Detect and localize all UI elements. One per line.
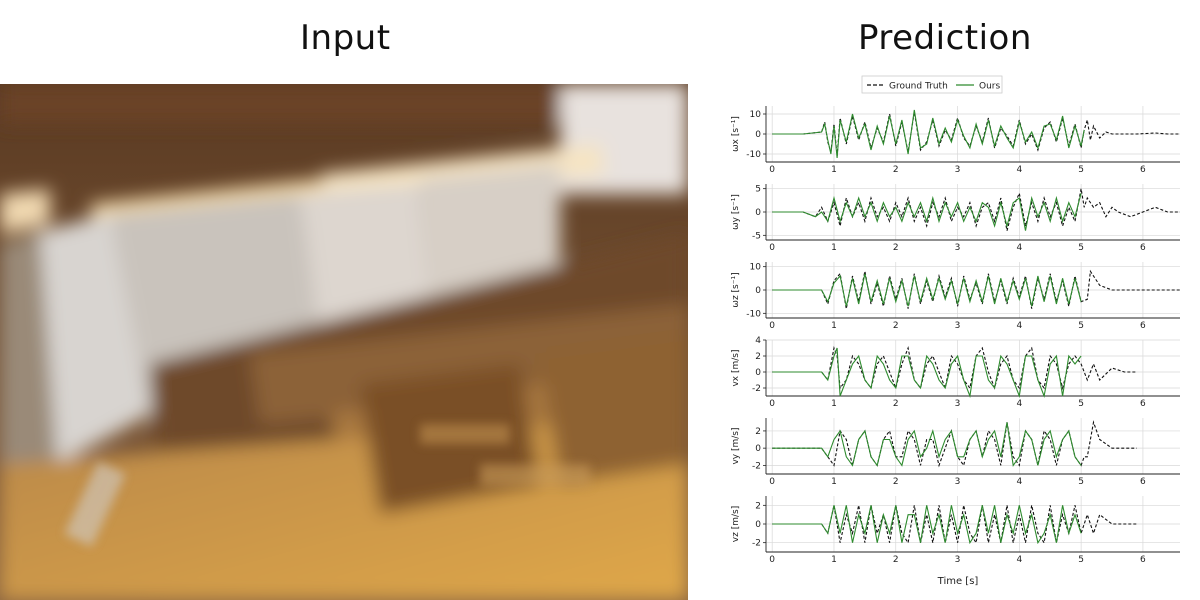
x-tick-label: 3 [955, 399, 961, 409]
y-tick-label: 2 [755, 501, 761, 511]
x-tick-label: 3 [955, 321, 961, 331]
subplot-6: 0 1 2 3 4 5 6 2 0 -2 vz [m/s] [731, 496, 1180, 565]
x-tick-label: 4 [1016, 165, 1022, 175]
prediction-series-line [772, 193, 1082, 231]
x-tick-label: 2 [893, 321, 899, 331]
x-tick-label: 2 [893, 165, 899, 175]
ground-truth-series-line [772, 505, 1137, 545]
x-tick-label: 3 [955, 165, 961, 175]
prediction-series-line [772, 273, 1082, 307]
y-tick-label: 5 [755, 185, 761, 195]
x-tick-label: 0 [769, 165, 775, 175]
y-tick-label: -10 [746, 150, 761, 160]
y-tick-label: 0 [755, 444, 761, 454]
x-tick-label: 2 [893, 399, 899, 409]
y-tick-label: 4 [755, 336, 761, 346]
x-tick-label: 1 [831, 399, 837, 409]
y-axis-label: vx [m/s] [731, 349, 741, 386]
y-axis-label: vy [m/s] [731, 427, 741, 464]
x-tick-label: 6 [1140, 165, 1146, 175]
x-tick-label: 6 [1140, 321, 1146, 331]
x-tick-label: 1 [831, 243, 837, 253]
y-tick-label: 0 [755, 208, 761, 218]
x-tick-label: 5 [1078, 165, 1084, 175]
y-tick-label: -2 [752, 539, 761, 549]
x-tick-label: 2 [893, 477, 899, 487]
x-tick-label: 4 [1016, 399, 1022, 409]
legend-ours-label: Ours [979, 82, 1000, 92]
y-tick-label: 2 [755, 352, 761, 362]
x-tick-label: 1 [831, 477, 837, 487]
y-tick-label: 2 [755, 427, 761, 437]
prediction-series-line [772, 109, 1085, 159]
x-tick-label: 3 [955, 243, 961, 253]
legend-ground-truth-label: Ground Truth [889, 82, 948, 92]
x-tick-label: 5 [1078, 399, 1084, 409]
y-axis-label: ωx [s⁻¹] [731, 116, 741, 152]
prediction-series-line [772, 505, 1082, 545]
x-tick-label: 5 [1078, 555, 1084, 565]
prediction-title: Prediction [858, 18, 1032, 58]
x-tick-label: 6 [1140, 555, 1146, 565]
x-tick-label: 4 [1016, 321, 1022, 331]
ground-truth-series-line [772, 188, 1180, 231]
prediction-series-line [772, 347, 1082, 399]
subplot-3: 0 1 2 3 4 5 6 10 0 -10 ωz [s⁻¹] [731, 262, 1180, 331]
x-tick-label: 0 [769, 243, 775, 253]
y-tick-label: -5 [752, 231, 761, 241]
x-tick-label: 4 [1016, 477, 1022, 487]
subplot-2: 0 1 2 3 4 5 6 5 0 -5 ωy [s⁻¹] [731, 184, 1180, 253]
x-tick-label: 0 [769, 399, 775, 409]
x-tick-label: 6 [1140, 399, 1146, 409]
y-tick-label: -10 [746, 309, 761, 319]
y-tick-label: -2 [752, 461, 761, 471]
y-tick-label: 0 [755, 286, 761, 296]
x-tick-label: 5 [1078, 243, 1084, 253]
legend-box [861, 75, 1003, 94]
x-tick-label: 1 [831, 321, 837, 331]
y-tick-label: 0 [755, 520, 761, 530]
y-tick-label: 0 [755, 368, 761, 378]
subplot-5: 0 1 2 3 4 5 6 2 0 -2 vy [m/s] [731, 418, 1180, 487]
blurred-cafe-photo [0, 84, 688, 600]
x-tick-label: 2 [893, 555, 899, 565]
x-tick-label: 4 [1016, 555, 1022, 565]
x-tick-label: 5 [1078, 321, 1084, 331]
x-tick-label: 3 [955, 477, 961, 487]
x-axis-label: Time [s] [937, 576, 979, 587]
x-tick-label: 0 [769, 321, 775, 331]
subplot-1: 0 1 2 3 4 5 6 10 0 -10 ωx [s⁻¹] [731, 106, 1180, 175]
y-tick-label: -2 [752, 384, 761, 394]
y-tick-label: 10 [750, 263, 762, 273]
x-tick-label: 0 [769, 477, 775, 487]
x-tick-label: 1 [831, 165, 837, 175]
y-axis-label: vz [m/s] [731, 506, 741, 542]
x-tick-label: 6 [1140, 243, 1146, 253]
x-tick-label: 0 [769, 555, 775, 565]
x-tick-label: 4 [1016, 243, 1022, 253]
prediction-series-line [772, 422, 1082, 467]
y-tick-label: 0 [755, 130, 761, 140]
x-tick-label: 5 [1078, 477, 1084, 487]
x-tick-label: 3 [955, 555, 961, 565]
ground-truth-series-line [772, 346, 1137, 391]
x-tick-label: 1 [831, 555, 837, 565]
input-title: Input [300, 18, 391, 58]
chart-legend: Ground Truth Ours [861, 75, 1003, 94]
ground-truth-series-line [772, 111, 1180, 157]
input-camera-image [0, 84, 688, 600]
y-axis-label: ωz [s⁻¹] [731, 272, 741, 307]
y-axis-label: ωy [s⁻¹] [731, 194, 741, 230]
subplot-4: 0 1 2 3 4 5 6 4 2 0 -2 vx [m/s] [731, 336, 1180, 409]
x-tick-label: 2 [893, 243, 899, 253]
x-tick-label: 6 [1140, 477, 1146, 487]
y-tick-label: 10 [750, 110, 762, 120]
